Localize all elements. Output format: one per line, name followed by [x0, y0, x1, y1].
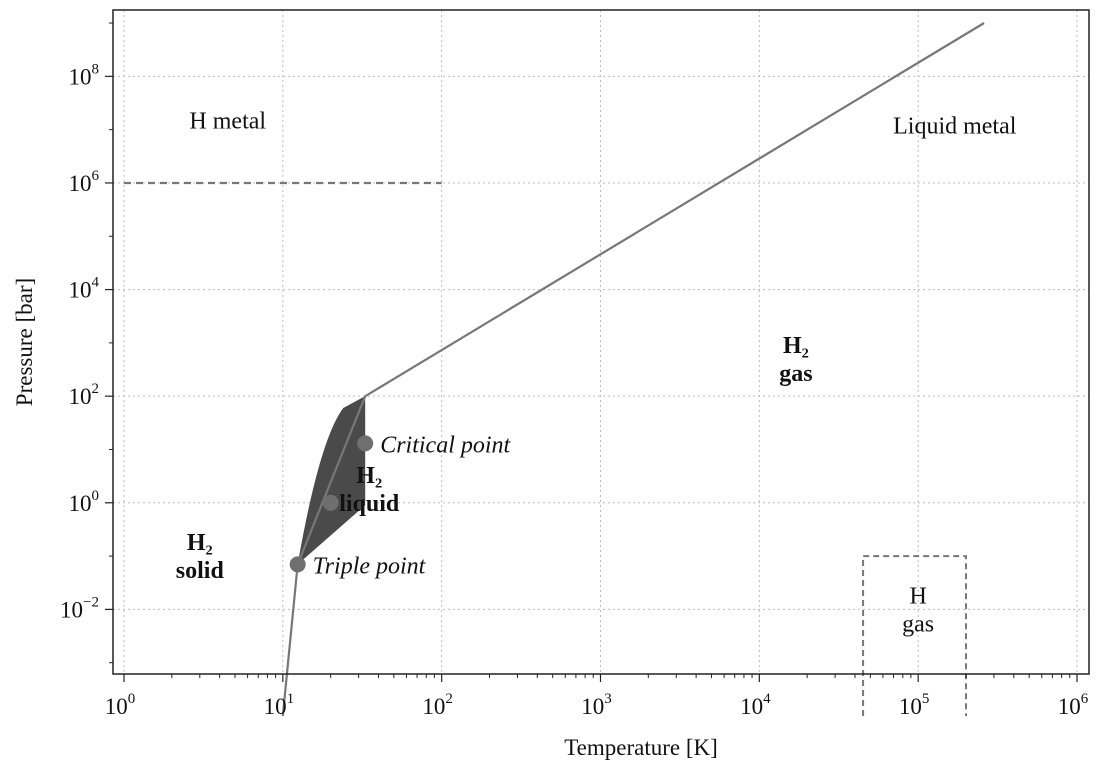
region-label-h2-solid: H₂	[187, 530, 213, 556]
phase-boundary-line	[281, 22, 985, 717]
region-label-h2-liquid: H₂	[356, 463, 382, 489]
region-label-h2-gas: gas	[779, 361, 812, 387]
h-gas-dashed-box	[862, 555, 967, 716]
region-labels: H metal Liquid metalH₂gasH₂liquidH₂solidH…	[176, 108, 1017, 637]
region-label-h2-liquid: liquid	[339, 491, 400, 517]
x-axis-label: Temperature [K]	[564, 735, 718, 760]
x-tick-label: 103	[581, 691, 612, 719]
y-tick-label: 10−2	[60, 594, 99, 622]
point-marker	[289, 556, 306, 573]
x-tick-label: 105	[899, 691, 930, 719]
y-tick-label: 102	[69, 381, 100, 409]
point-marker	[357, 435, 374, 452]
region-label-h-gas: H	[909, 583, 926, 609]
x-tick-label: 100	[105, 691, 136, 719]
point-marker	[322, 494, 339, 511]
y-tick-label: 108	[69, 61, 100, 89]
region-label-h-gas: gas	[902, 611, 934, 637]
x-tick-label: 104	[740, 691, 771, 719]
triple-point-label: Triple point	[313, 553, 427, 579]
grid	[113, 10, 1089, 674]
y-tick-label: 104	[69, 275, 100, 303]
y-tick-label: 106	[69, 168, 100, 196]
axis-ticks: 100 101 102 103 104 105 106 10−2 100 102 104 106 108	[60, 22, 1089, 719]
region-label-h2-gas: H₂	[783, 333, 809, 359]
region-label-h2-solid: solid	[176, 558, 225, 584]
x-tick-label: 101	[264, 691, 295, 719]
critical-point-label: Critical point	[380, 432, 511, 458]
x-tick-label: 106	[1058, 691, 1089, 719]
series-lines	[124, 22, 985, 717]
y-axis-label: Pressure [bar]	[12, 278, 37, 406]
y-tick-label: 100	[69, 488, 100, 516]
point-markers: Triple point Critical point	[289, 432, 512, 579]
x-tick-label: 102	[422, 691, 453, 719]
region-label-h-metal: H metal	[189, 108, 266, 134]
region-label-liquid-metal: Liquid metal	[893, 113, 1017, 139]
